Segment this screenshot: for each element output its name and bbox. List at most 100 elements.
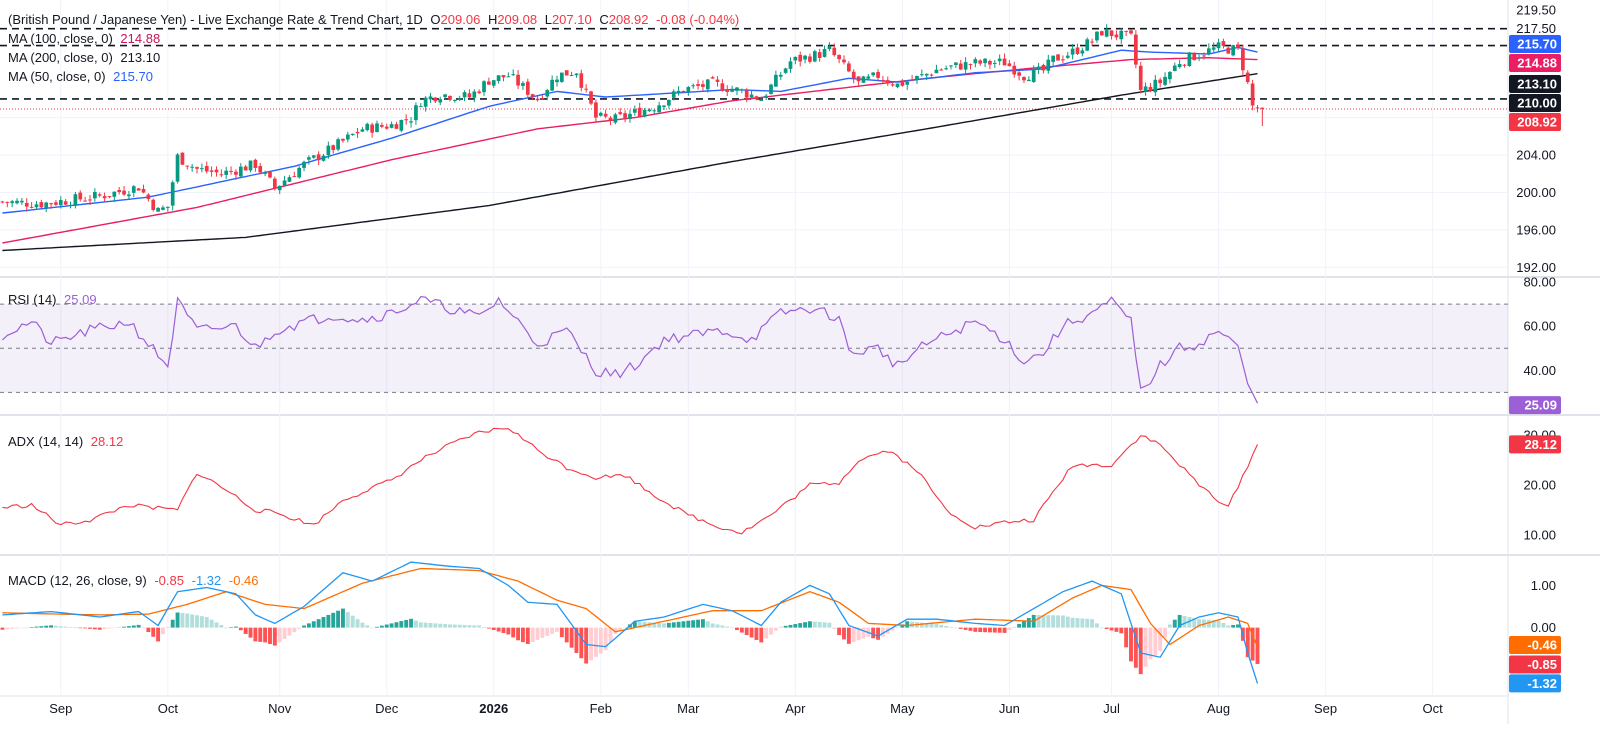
candle-153 [744, 88, 749, 103]
candle-0 [0, 200, 5, 204]
macd-legend[interactable]: MACD (12, 26, close, 9) -0.85 -1.32 -0.4… [8, 573, 263, 589]
price-tick-9: 217.50 [1516, 21, 1556, 36]
candle-26 [127, 190, 131, 200]
candle-146 [710, 75, 715, 79]
macd-hist-bar-239 [1163, 627, 1167, 638]
macd-hist-bar-70 [341, 608, 345, 628]
price-tick-2: 200.00 [1516, 185, 1556, 200]
time-tick-4: 2026 [479, 701, 508, 716]
candle-body [1022, 77, 1026, 81]
macd-hist-bar-102 [496, 627, 501, 632]
candle-body [866, 76, 871, 79]
candle-body [696, 84, 700, 86]
ma200-legend[interactable]: MA (200, close, 0) 213.10 [8, 50, 164, 66]
candle-255 [1241, 44, 1245, 76]
macd-hist-bar-203 [987, 627, 992, 633]
candle-body [399, 120, 404, 131]
macd-hist-bar-214 [1041, 615, 1046, 628]
candle-212 [1031, 65, 1036, 84]
candle-110 [535, 95, 540, 102]
candle-117 [569, 71, 574, 77]
candle-body [1065, 55, 1070, 58]
candle-154 [749, 90, 754, 100]
candle-196 [954, 62, 958, 69]
macd-hist-bar-226 [1099, 627, 1104, 629]
candle-body [1153, 79, 1158, 93]
macd-hist-bar-99 [482, 626, 486, 628]
candle-body [462, 92, 467, 98]
candle-114 [555, 75, 559, 87]
macd-hist-bar-183 [890, 627, 895, 631]
candle-body [516, 74, 520, 86]
rsi-tick-0: 40.00 [1523, 363, 1556, 378]
candle-body [418, 106, 423, 108]
candle-body [384, 126, 389, 129]
candle-body [1221, 41, 1226, 46]
candle-body [73, 194, 78, 206]
macd-hist-bar-246 [1197, 619, 1202, 628]
macd-hist-bar-173 [842, 627, 846, 640]
macd-hist-bar-4 [19, 627, 24, 629]
candle-body [968, 64, 973, 66]
candle-body [618, 112, 623, 115]
candle-body [355, 131, 360, 134]
candle-body [34, 204, 39, 208]
candle-39 [190, 163, 194, 172]
candle-3 [15, 198, 19, 205]
candle-body [78, 192, 83, 200]
candle-167 [812, 49, 817, 63]
candle-body [671, 91, 676, 98]
macd-hist-bar-115 [559, 627, 564, 638]
macd-hist-bar-218 [1060, 615, 1065, 628]
adx-legend[interactable]: ADX (14, 14) 28.12 [8, 434, 127, 450]
candle-body [224, 170, 229, 175]
candle-body [637, 107, 642, 117]
candle-15 [73, 191, 78, 209]
candle-body [29, 206, 34, 208]
ma100-legend[interactable]: MA (100, close, 0) 214.88 [8, 31, 164, 47]
candle-124 [603, 109, 608, 119]
candle-body [136, 188, 141, 191]
candle-24 [117, 186, 122, 195]
macd-hist-bar-157 [764, 627, 769, 639]
candle-191 [929, 73, 934, 77]
candle-242 [1177, 59, 1182, 69]
macd-hist-bar-252 [1226, 625, 1231, 628]
candle-205 [997, 54, 1002, 66]
candle-body [832, 47, 837, 56]
candle-body [1002, 58, 1007, 66]
macd-hist-bar-24 [117, 627, 122, 628]
macd-hist-bar-11 [53, 625, 58, 628]
candle-body [876, 71, 880, 78]
macd-hist-bar-217 [1056, 615, 1060, 628]
candle-body [1129, 30, 1133, 34]
candle-body [988, 61, 992, 65]
ma50-legend[interactable]: MA (50, close, 0) 215.70 [8, 69, 157, 85]
macd-hist-bar-153 [744, 627, 749, 636]
candle-174 [847, 61, 851, 73]
candle-113 [550, 75, 554, 92]
candle-body [1192, 53, 1197, 61]
rsi-legend[interactable]: RSI (14) 25.09 [8, 292, 101, 308]
macd-hist-bar-68 [331, 612, 336, 628]
macd-legend-hist: -0.46 [228, 573, 259, 588]
ma200-legend-value: 213.10 [120, 50, 161, 65]
candle-body [102, 196, 107, 199]
candle-90 [438, 96, 443, 106]
candle-body [754, 96, 759, 100]
candle-body [428, 96, 433, 100]
candle-body [594, 102, 598, 118]
candle-body [506, 76, 511, 78]
macd-hist-bar-36 [175, 612, 180, 628]
time-tick-9: Jun [999, 701, 1020, 716]
candle-170 [827, 42, 832, 52]
candle-body [15, 200, 19, 204]
candle-21 [102, 192, 107, 203]
candle-207 [1007, 60, 1012, 67]
candle-119 [579, 69, 584, 92]
candle-body [1007, 63, 1012, 67]
candle-250 [1216, 38, 1221, 52]
candle-body [944, 68, 948, 70]
candle-body [954, 62, 958, 65]
macd-hist-bar-1 [5, 627, 10, 630]
